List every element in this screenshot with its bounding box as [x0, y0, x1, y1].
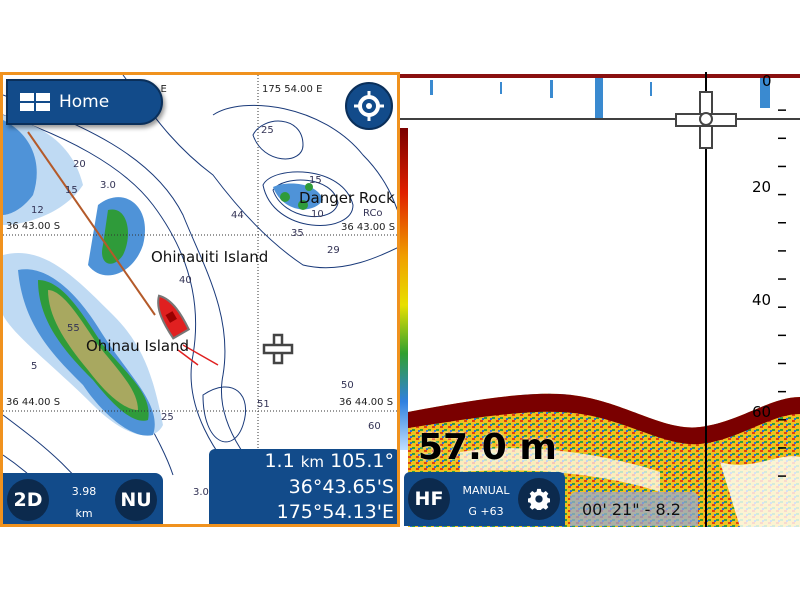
sounding: RCo: [363, 208, 383, 219]
sounding: 15: [309, 175, 322, 186]
sounding: 25: [261, 125, 274, 136]
place-label: Ohinau Island: [86, 337, 190, 355]
lon-label: 175 54.00 E: [262, 84, 323, 95]
depth-scale-label: 20: [752, 178, 772, 196]
frequency-button[interactable]: HF: [408, 478, 450, 520]
sounding: 29: [327, 245, 340, 256]
cursor-range-unit: km: [300, 453, 325, 471]
north-up-button[interactable]: NU: [115, 479, 157, 521]
sounding: 55: [67, 323, 80, 334]
sonar-panel[interactable]: 0 20 40 60 57.0 m HF MANUAL G +63 00' 21…: [400, 72, 800, 527]
sonar-controls-panel: HF MANUAL G +63: [404, 472, 565, 526]
lat-label: 36 43.00 S: [6, 221, 61, 232]
gain-value: G +63: [468, 505, 504, 518]
gear-icon: [528, 488, 550, 510]
cursor-info-panel: 1.1 km 105.1° 36°43.65'S 175°54.13'E: [209, 449, 397, 524]
lat-label: 36 44.00 S: [6, 397, 61, 408]
sounding: 3.0: [193, 487, 209, 498]
cursor-range: 1.1: [264, 450, 295, 472]
sounding: 3.0: [100, 180, 116, 191]
chart-panel[interactable]: 0 E 175 54.00 E 36 43.00 S 36 43.00 S 36…: [0, 72, 400, 527]
current-depth-readout: 57.0 m: [418, 427, 557, 468]
sounding: 35: [291, 228, 304, 239]
lat-label: 36 44.00 S: [339, 397, 394, 408]
lat-label: 36 43.00 S: [341, 222, 396, 233]
place-label: Danger Rock: [299, 189, 395, 207]
crosshair-target-icon: [354, 91, 384, 121]
depth-scale-label: 60: [752, 403, 772, 421]
sounding: 15: [65, 185, 78, 196]
sonar-settings-button[interactable]: [518, 478, 560, 520]
grid-home-icon: [20, 93, 50, 111]
depth-scale-label: 40: [752, 291, 772, 309]
sounding: 20: [73, 159, 86, 170]
scale-value: 3.98: [71, 485, 97, 498]
cursor-time-depth: 00' 21" - 8.2: [570, 492, 698, 526]
sonar-cursor-icon: [675, 91, 737, 149]
locate-vessel-button[interactable]: [345, 82, 393, 130]
nautical-chart: [3, 75, 397, 524]
sounding: 51: [257, 399, 270, 410]
cursor-longitude: 175°54.13'E: [276, 501, 394, 523]
cursor-crosshair-icon: [262, 333, 294, 365]
cursor-bearing: 105.1°: [330, 450, 394, 472]
view-controls-panel: 2D 3.98 km NU: [3, 473, 163, 524]
depth-scale-label: 0: [762, 72, 772, 90]
sounding: 60: [368, 421, 381, 432]
cursor-latitude: 36°43.65'S: [288, 476, 394, 498]
scale-unit: km: [75, 507, 93, 520]
home-button[interactable]: Home: [6, 79, 163, 125]
sounding: 10: [311, 209, 324, 220]
place-label: Ohinauiti Island: [151, 248, 269, 266]
sounding: 50: [341, 380, 354, 391]
gain-mode: MANUAL: [462, 484, 510, 497]
2d-mode-button[interactable]: 2D: [7, 479, 49, 521]
sounding: 40: [179, 275, 192, 286]
home-label: Home: [59, 92, 110, 112]
vessel-icon: [157, 294, 191, 340]
sounding: 44: [231, 210, 244, 221]
sounding: 12: [31, 205, 44, 216]
color-scale-bar: [400, 128, 408, 450]
sounding: 5: [31, 361, 38, 372]
sounding: 25: [161, 412, 174, 423]
